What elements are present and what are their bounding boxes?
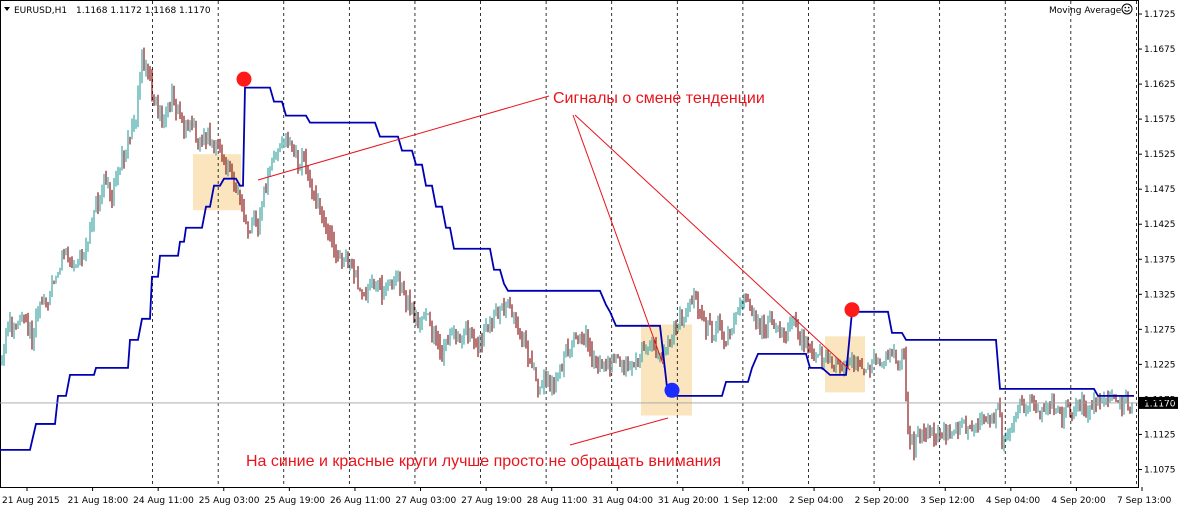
chart-symbol: EURUSD,H1 bbox=[14, 6, 67, 16]
x-tick-label-8: 28 Aug 11:00 bbox=[527, 496, 588, 506]
smiley-icon[interactable] bbox=[1121, 3, 1133, 15]
sell-signal-marker-1 bbox=[844, 302, 860, 318]
x-tick-label-16: 4 Sep 20:00 bbox=[1051, 496, 1106, 506]
signal-markers bbox=[236, 71, 860, 398]
highlight-zone-2 bbox=[825, 336, 865, 393]
chart-ohlc: 1.1168 1.1172 1.1168 1.1170 bbox=[76, 6, 211, 16]
highlight-zone-0 bbox=[193, 154, 241, 211]
annotation-ignore: На синие и красные круги лучше просто не… bbox=[246, 453, 721, 470]
x-tick-label-9: 31 Aug 04:00 bbox=[592, 496, 653, 506]
x-tick-label-10: 31 Aug 20:00 bbox=[658, 496, 719, 506]
highlight-zones bbox=[193, 154, 865, 416]
y-tick-label-7: 1.1375 bbox=[1144, 255, 1176, 265]
indicator-name: Moving Average bbox=[1049, 6, 1122, 16]
x-tick-label-14: 3 Sep 12:00 bbox=[920, 496, 975, 506]
x-tick-label-15: 4 Sep 04:00 bbox=[986, 496, 1041, 506]
x-tick-label-11: 1 Sep 12:00 bbox=[723, 496, 778, 506]
annotation-pointer-2 bbox=[574, 114, 851, 371]
y-tick-label-8: 1.1325 bbox=[1144, 290, 1176, 300]
x-axis: 21 Aug 2015 21 Aug 18:00 24 Aug 11:00 25 Au… bbox=[2, 487, 1172, 506]
y-tick-label-12: 1.1125 bbox=[1144, 430, 1176, 440]
y-tick-label-13: 1.1075 bbox=[1144, 465, 1176, 475]
y-tick-label-6: 1.1425 bbox=[1144, 220, 1176, 230]
x-tick-label-1: 21 Aug 18:00 bbox=[68, 496, 129, 506]
annotation-pointer-0 bbox=[257, 95, 550, 181]
y-tick-label-1: 1.1675 bbox=[1144, 45, 1176, 55]
x-tick-label-5: 26 Aug 11:00 bbox=[330, 496, 391, 506]
y-tick-label-10: 1.1225 bbox=[1144, 360, 1176, 370]
x-tick-label-12: 2 Sep 04:00 bbox=[789, 496, 844, 506]
y-tick-label-5: 1.1475 bbox=[1144, 185, 1176, 195]
annotation-pointer-1 bbox=[572, 114, 664, 365]
symbol-dropdown-icon[interactable] bbox=[4, 7, 10, 11]
y-tick-label-11: 1.1175 bbox=[1144, 395, 1176, 405]
candles bbox=[1, 47, 1133, 461]
x-tick-label-7: 27 Aug 19:00 bbox=[461, 496, 522, 506]
current-price-label: 1.1170 bbox=[1144, 399, 1176, 409]
x-tick-label-13: 2 Sep 20:00 bbox=[855, 496, 910, 506]
y-tick-label-3: 1.1575 bbox=[1144, 115, 1176, 125]
annotation-pointer-3 bbox=[569, 417, 669, 446]
x-tick-label-3: 25 Aug 03:00 bbox=[199, 496, 260, 506]
sell-signal-marker-0 bbox=[236, 71, 252, 87]
x-tick-label-17: 7 Sep 13:00 bbox=[1117, 496, 1172, 506]
annotation-signals: Сигналы о смене тенденции bbox=[553, 90, 765, 107]
y-tick-label-0: 1.1725 bbox=[1144, 10, 1176, 20]
x-tick-label-2: 24 Aug 11:00 bbox=[133, 496, 194, 506]
indicator-layer: 1.1170 bbox=[0, 86, 1178, 451]
buy-signal-marker-0 bbox=[664, 382, 680, 398]
highlight-zone-1 bbox=[641, 324, 692, 416]
y-tick-label-4: 1.1525 bbox=[1144, 150, 1176, 160]
y-axis: 1.1725 1.1675 1.1625 1.1575 1.1525 1.1475 1.14… bbox=[1138, 10, 1176, 475]
x-tick-label-6: 27 Aug 03:00 bbox=[396, 496, 457, 506]
y-tick-label-2: 1.1625 bbox=[1144, 80, 1176, 90]
x-tick-label-0: 21 Aug 2015 bbox=[2, 496, 60, 506]
indicator-line bbox=[0, 86, 1134, 451]
x-tick-label-4: 25 Aug 19:00 bbox=[264, 496, 325, 506]
annotation-lines bbox=[257, 95, 851, 446]
plot-border bbox=[0, 0, 1139, 488]
y-tick-label-9: 1.1275 bbox=[1144, 325, 1176, 335]
current-price-box bbox=[1138, 396, 1178, 409]
